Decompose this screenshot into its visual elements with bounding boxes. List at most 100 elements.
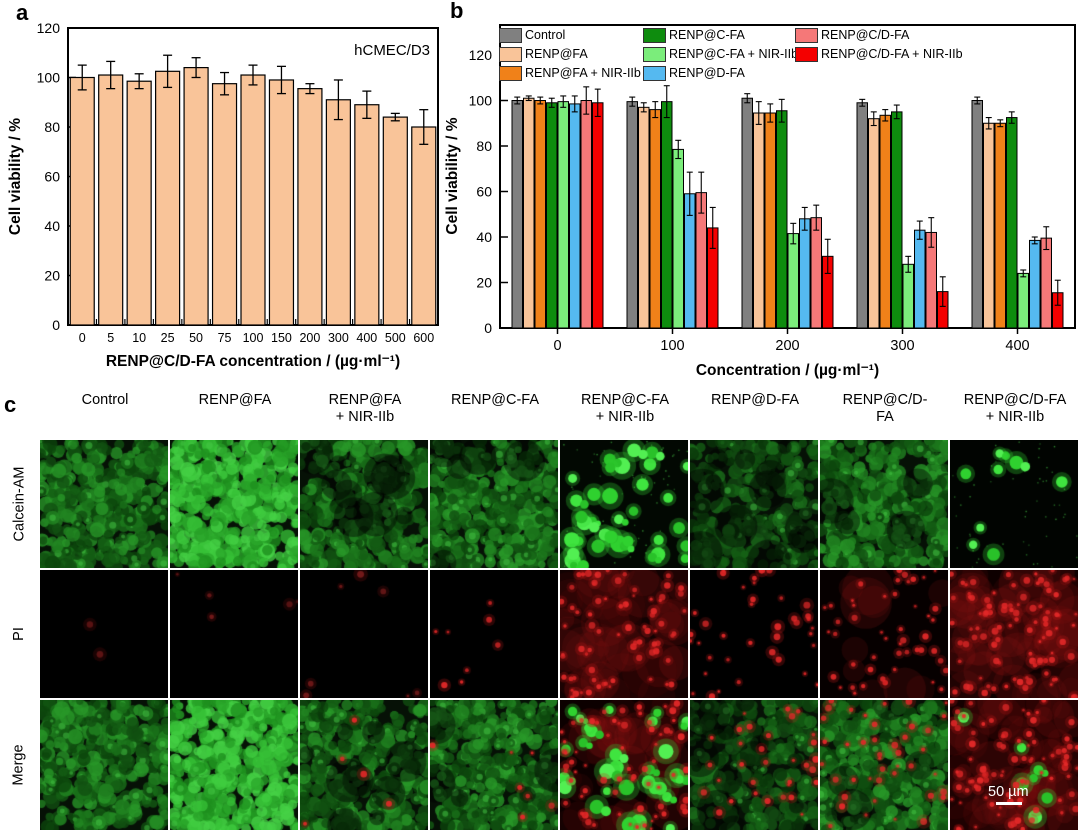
bar [354,104,380,326]
bar [592,102,604,329]
bar [511,100,523,329]
panel-b-xlabel: Concentration / (µg·ml⁻¹) [696,362,879,379]
panel-a-ylabel: Cell viability / % [7,118,24,235]
bar [534,100,546,329]
svg-text:400: 400 [1005,338,1029,354]
bar [1040,237,1052,329]
micrograph-pi-col5 [560,570,688,698]
svg-text:60: 60 [476,184,492,200]
bar [776,110,788,329]
bar [155,70,181,326]
svg-text:10: 10 [132,331,146,345]
bar [580,100,592,329]
column-header: Control [81,392,129,408]
panel-a-bars [69,54,437,326]
panel-b-letter: b [450,0,464,23]
micrograph-pi-col1 [40,570,168,698]
bar [557,101,569,329]
bar [268,79,295,326]
panel-c-letter: c [4,392,17,417]
svg-text:100: 100 [660,338,684,354]
bar [1029,239,1041,329]
scale-bar-line [996,801,1022,805]
bar [810,217,822,329]
svg-text:0: 0 [52,317,60,333]
bar [649,109,661,329]
micrograph-merge-col1 [40,700,168,830]
svg-text:40: 40 [476,229,492,245]
svg-text:100: 100 [243,331,264,345]
column-header: RENP@C-FA [450,392,540,408]
bar [902,263,914,329]
bar [523,97,535,329]
bar [994,122,1006,329]
svg-text:60: 60 [44,169,60,185]
micrograph-pi-col3 [300,570,428,698]
svg-text:40: 40 [44,218,60,234]
svg-text:200: 200 [775,338,799,354]
bar [569,103,581,329]
svg-text:150: 150 [271,331,292,345]
micrograph-pi-col7 [820,570,948,698]
svg-text:75: 75 [218,331,232,345]
svg-text:120: 120 [37,20,61,36]
bar [297,88,323,326]
bar [638,106,650,329]
panel-b-svg: 0 20 40 60 80 100 120 0 100 200 300 400 Concentratio… [444,24,1076,379]
micrograph-column-headers: Control RENP@FA RENP@FA + NIR-IIb RENP@C… [40,392,1080,438]
panel-b-ylabel: Cell viability / % [445,117,461,234]
bar [382,116,408,326]
row-label-pi: PI [10,627,27,641]
scale-bar-text: 50 µm [988,784,1029,800]
svg-text:120: 120 [469,47,493,63]
svg-text:300: 300 [890,338,914,354]
micrograph-merge-col5 [560,700,688,830]
micrograph-merge-col2 [170,700,298,830]
micrograph-pi-col6 [690,570,818,698]
svg-text:80: 80 [476,138,492,154]
column-header: RENP@C/D- FA [842,392,928,426]
micrograph-pi-col2 [170,570,298,698]
bar [411,126,437,326]
micrograph-merge-col8 [950,700,1078,830]
column-header: RENP@C/D-FA + NIR-IIb [963,392,1067,426]
micrograph-pi-col4 [430,570,558,698]
bar [126,80,152,326]
svg-text:200: 200 [299,331,320,345]
row-label-calcein-am: Calcein-AM [11,466,27,542]
svg-text:0: 0 [553,338,561,354]
micrograph-calcein-am-col2 [170,440,298,568]
bar [240,74,266,326]
svg-text:20: 20 [476,275,492,291]
svg-text:400: 400 [356,331,377,345]
svg-text:500: 500 [385,331,406,345]
column-header: RENP@C-FA + NIR-IIb [580,392,670,426]
panel-b-grouped-bar-chart: Control RENP@FA RENP@FA + NIR-IIb RENP@C-FA… [444,0,1080,390]
micrograph-calcein-am-col8 [950,440,1078,568]
bar [856,102,868,329]
bar [971,100,983,329]
bar [661,101,673,329]
micrograph-calcein-am-col7 [820,440,948,568]
micrograph-merge-col4 [430,700,558,830]
bar [764,112,776,329]
svg-text:25: 25 [161,331,175,345]
micrograph-calcein-am-col6 [690,440,818,568]
svg-text:50: 50 [189,331,203,345]
bar [983,122,995,329]
bar [325,99,351,326]
micrograph-merge-col3 [300,700,428,830]
bar [741,97,753,329]
micrograph-calcein-am-col3 [300,440,428,568]
bar [799,218,811,329]
panel-a-bar-chart: 0 20 40 60 80 100 120 0 5 10 25 50 75 100 150 200 300 400… [0,0,445,390]
svg-text:80: 80 [44,119,60,135]
svg-text:100: 100 [469,93,493,109]
svg-text:600: 600 [413,331,434,345]
svg-text:20: 20 [44,268,60,284]
bar [879,114,891,329]
bar [672,148,684,329]
svg-text:300: 300 [328,331,349,345]
svg-text:0: 0 [79,331,86,345]
svg-text:100: 100 [37,70,61,86]
